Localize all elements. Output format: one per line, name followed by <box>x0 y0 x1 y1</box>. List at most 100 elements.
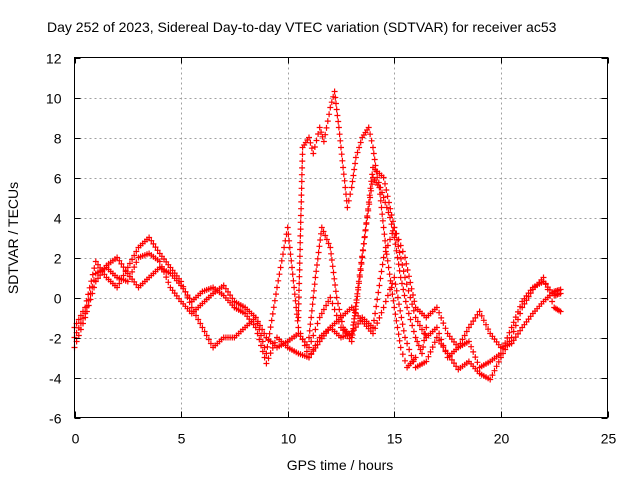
data-point <box>497 329 513 357</box>
data-point <box>433 304 449 332</box>
data-point <box>327 316 342 331</box>
data-point <box>188 290 204 305</box>
data-point <box>397 344 408 364</box>
data-point <box>519 313 534 331</box>
data-point <box>380 230 396 261</box>
data-point <box>423 306 438 321</box>
data-point <box>210 336 225 351</box>
data-point <box>156 258 172 286</box>
y-tick-label: 10 <box>46 91 62 107</box>
data-point <box>370 309 385 337</box>
data-point <box>318 224 332 247</box>
data-point <box>391 304 403 344</box>
y-axis-label: SDTVAR / TECUs <box>5 182 21 294</box>
data-point <box>299 137 311 151</box>
data-point <box>316 124 326 140</box>
data-point <box>476 359 492 371</box>
data-point <box>404 304 417 335</box>
data-point <box>355 240 367 291</box>
data-point <box>412 354 419 361</box>
data-point <box>146 234 161 254</box>
data-point <box>231 326 246 341</box>
data-point <box>135 276 150 291</box>
data-point <box>103 274 118 289</box>
data-point <box>295 324 310 355</box>
y-tick-label: 6 <box>54 171 62 187</box>
data-point <box>487 352 502 365</box>
data-point <box>551 304 562 314</box>
data-point <box>465 358 481 375</box>
x-tick-label: 10 <box>281 431 297 447</box>
data-point <box>316 326 332 341</box>
data-point <box>331 88 342 125</box>
data-point <box>455 339 470 351</box>
data-point <box>316 298 332 321</box>
data-point <box>455 360 470 373</box>
data-point <box>82 265 98 311</box>
data-point <box>391 274 407 334</box>
data-point <box>348 160 359 191</box>
data-point <box>465 338 481 366</box>
data-point <box>199 285 214 295</box>
data-point <box>310 131 322 157</box>
data-point <box>380 194 392 216</box>
data-point <box>404 356 417 371</box>
data-point <box>135 251 150 261</box>
data-point <box>103 264 118 279</box>
data-point <box>487 330 502 348</box>
data-series-track-e <box>306 174 419 371</box>
x-tick-label: 0 <box>72 431 80 447</box>
data-point <box>220 292 236 309</box>
x-tick-label: 5 <box>178 431 186 447</box>
data-point <box>361 181 375 241</box>
data-point <box>210 284 225 297</box>
data-point <box>359 127 371 141</box>
data-point <box>178 278 193 306</box>
data-point <box>252 324 268 361</box>
data-point <box>402 274 417 314</box>
y-tick-label: -2 <box>49 331 62 347</box>
data-point <box>306 134 315 152</box>
data-point <box>529 300 545 317</box>
data-point <box>312 230 324 281</box>
data-point <box>412 334 424 353</box>
data-series-group <box>71 88 564 383</box>
x-tick-label: 15 <box>387 431 403 447</box>
data-series-track-c <box>71 224 564 371</box>
data-point <box>135 236 150 251</box>
data-point <box>306 338 321 361</box>
data-point <box>220 282 236 302</box>
data-point <box>352 139 364 161</box>
data-point <box>382 244 397 304</box>
data-point <box>306 320 321 351</box>
data-point <box>529 279 545 291</box>
data-point <box>167 270 182 287</box>
data-point <box>327 244 339 295</box>
data-point <box>340 324 353 339</box>
data-point <box>199 292 214 307</box>
y-tick-label: 2 <box>54 251 62 267</box>
data-point <box>188 302 204 317</box>
data-point <box>124 259 140 285</box>
data-point <box>167 284 182 302</box>
data-point <box>433 324 449 355</box>
data-point <box>327 93 337 111</box>
data-point <box>295 350 310 360</box>
data-point <box>391 234 403 274</box>
data-point <box>370 174 381 188</box>
x-tick-label: 25 <box>601 431 617 447</box>
data-point <box>519 287 534 305</box>
data-point <box>423 326 438 341</box>
data-point <box>92 265 108 277</box>
data-point <box>114 274 129 284</box>
x-axis-label: GPS time / hours <box>287 457 394 473</box>
data-point <box>557 290 564 297</box>
data-series-track-d <box>295 88 430 357</box>
data-point <box>335 124 346 164</box>
data-point <box>508 310 524 341</box>
data-point <box>274 339 289 351</box>
data-point <box>306 281 318 341</box>
data-point <box>114 254 129 274</box>
data-point <box>412 359 428 371</box>
